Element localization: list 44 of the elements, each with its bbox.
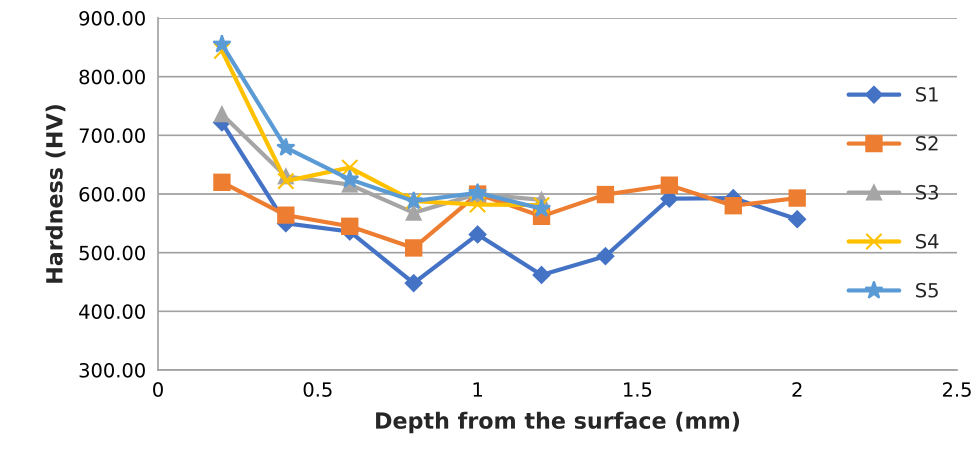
y-tick-label: 500.00: [80, 246, 145, 260]
x-tick-label: 1: [474, 382, 482, 397]
point: [340, 169, 360, 188]
point: [724, 197, 742, 214]
point: [532, 198, 552, 218]
point: [276, 138, 296, 156]
point: [214, 106, 230, 122]
point: [596, 186, 614, 204]
legend-label: S3: [916, 184, 938, 200]
point: [404, 239, 422, 257]
y-tick-label: 800.00: [79, 70, 145, 84]
point: [277, 206, 295, 224]
x-tick-label: 2.5: [942, 382, 971, 397]
legend-label: S1: [916, 87, 938, 102]
point: [406, 204, 422, 221]
point: [341, 158, 358, 176]
x-tick-label: 0.5: [304, 382, 332, 397]
point: [788, 210, 806, 228]
point: [213, 174, 231, 191]
point: [596, 247, 614, 266]
x-axis-title: Depth from the surface (mm): [376, 412, 740, 434]
point: [277, 172, 295, 190]
point: [468, 226, 486, 244]
y-axis-title: Hardness (HV): [46, 105, 66, 283]
point: [660, 176, 678, 194]
x-tick-label: 0: [153, 382, 163, 397]
y-tick-label: 900.00: [79, 10, 145, 26]
point: [341, 218, 358, 235]
point: [532, 196, 550, 214]
legend-label: S4: [916, 234, 938, 249]
point: [404, 274, 423, 292]
y-tick-label: 700.00: [80, 128, 145, 143]
legend-label: S2: [916, 136, 938, 151]
point: [532, 266, 550, 284]
y-tick-label: 300.00: [80, 362, 145, 378]
point: [468, 196, 486, 214]
point: [213, 42, 231, 60]
x-tick-label: 1.5: [624, 382, 652, 397]
legend-label: S5: [916, 282, 938, 298]
y-tick-label: 600.00: [80, 186, 145, 202]
x-tick-label: 2: [792, 382, 802, 397]
point: [788, 189, 806, 207]
y-tick-label: 400.00: [79, 304, 145, 319]
point: [212, 34, 232, 53]
